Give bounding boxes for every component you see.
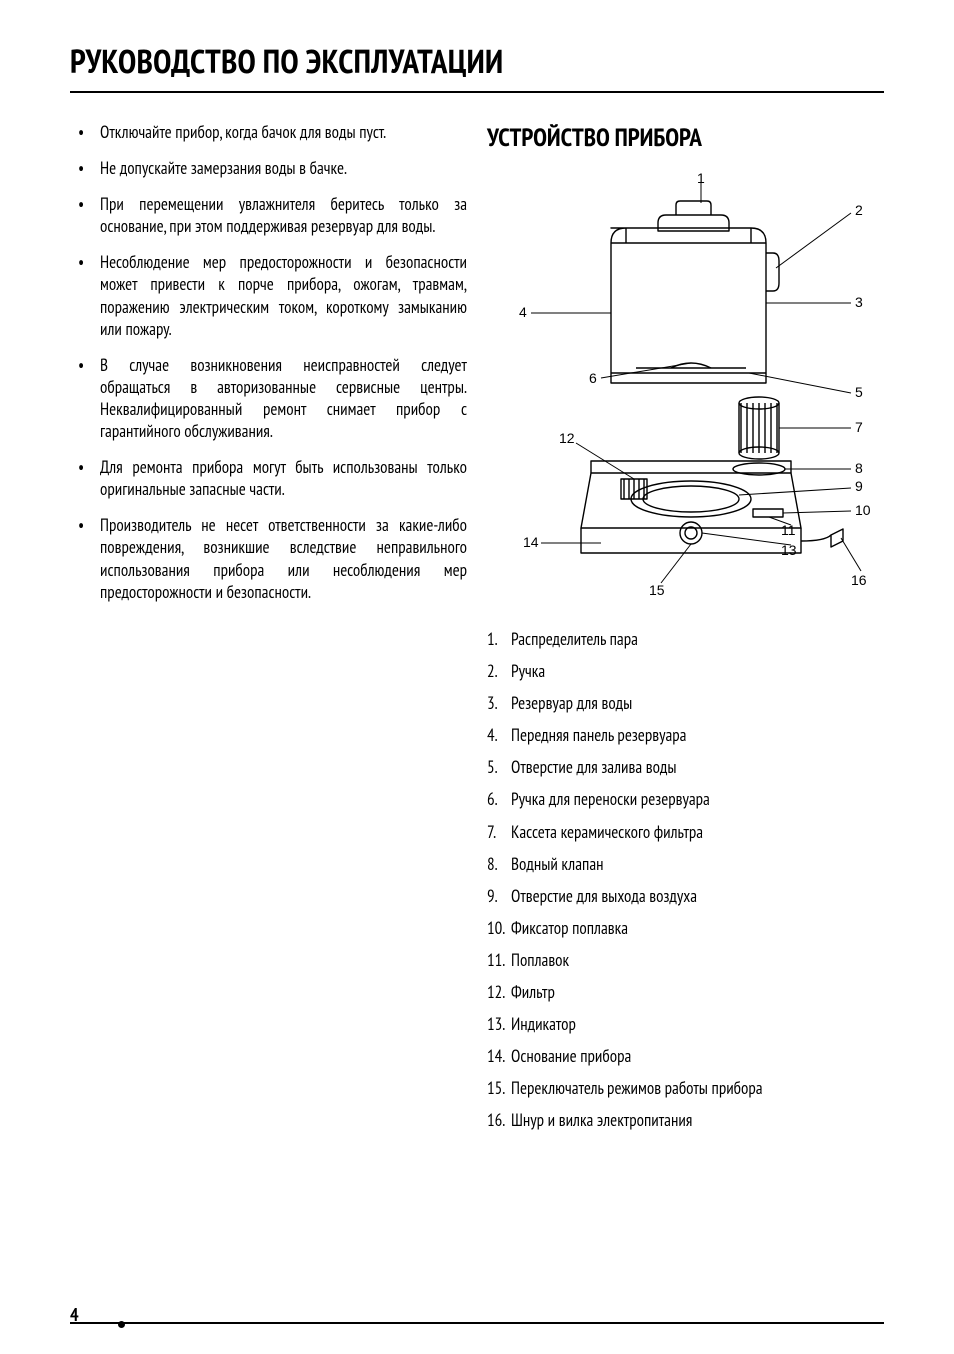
diagram-label-11: 11	[781, 522, 796, 538]
part-label: Фильтр	[511, 981, 555, 1003]
part-label: Шнур и вилка электропитания	[511, 1109, 692, 1131]
diagram-label-4: 4	[519, 304, 527, 320]
diagram-label-16: 16	[851, 572, 867, 588]
bullet-item: Не допускайте замерзания воды в бачке.	[100, 157, 467, 179]
part-label: Распределитель пара	[511, 628, 638, 650]
part-label: Резервуар для воды	[511, 692, 632, 714]
part-item: 9.Отверстие для выхода воздуха	[487, 885, 884, 907]
part-item: 14.Основание прибора	[487, 1045, 884, 1067]
bullet-list: Отключайте прибор, когда бачок для воды …	[70, 121, 467, 603]
part-item: 11.Поплавок	[487, 949, 884, 971]
diagram-label-12: 12	[559, 430, 575, 446]
part-label: Индикатор	[511, 1013, 576, 1035]
part-item: 15.Переключатель режимов работы прибора	[487, 1077, 884, 1099]
diagram-label-8: 8	[855, 460, 863, 476]
diagram-label-6: 6	[589, 370, 597, 386]
part-label: Переключатель режимов работы прибора	[511, 1077, 763, 1099]
page-title: РУКОВОДСТВО ПО ЭКСПЛУАТАЦИИ	[70, 40, 884, 83]
part-item: 13.Индикатор	[487, 1013, 884, 1035]
title-rule	[70, 91, 884, 93]
diagram-label-2: 2	[855, 202, 863, 218]
part-item: 16.Шнур и вилка электропитания	[487, 1109, 884, 1131]
part-label: Передняя панель резервуара	[511, 724, 686, 746]
bullet-item: Производитель не несет ответственности з…	[100, 514, 467, 602]
bullet-item: Отключайте прибор, когда бачок для воды …	[100, 121, 467, 143]
bullet-item: Несоблюдение мер предосторожности и безо…	[100, 251, 467, 339]
part-item: 7.Кассета керамического фильтра	[487, 821, 884, 843]
content-columns: Отключайте прибор, когда бачок для воды …	[70, 121, 884, 1142]
page-footer: 4	[70, 1322, 884, 1324]
part-item: 2.Ручка	[487, 660, 884, 682]
right-column: УСТРОЙСТВО ПРИБОРА	[487, 121, 884, 1142]
part-label: Ручка	[511, 660, 545, 682]
diagram-label-15: 15	[649, 582, 665, 598]
part-label: Фиксатор поплавка	[511, 917, 628, 939]
bullet-item: При перемещении увлажнителя беритесь тол…	[100, 193, 467, 237]
diagram-label-7: 7	[855, 419, 863, 435]
part-item: 5.Отверстие для залива воды	[487, 756, 884, 778]
part-label: Ручка для переноски резервуара	[511, 788, 710, 810]
diagram-label-5: 5	[855, 384, 863, 400]
part-item: 1.Распределитель пара	[487, 628, 884, 650]
diagram-label-1: 1	[697, 173, 705, 186]
bullet-item: Для ремонта прибора могут быть использов…	[100, 456, 467, 500]
part-item: 6.Ручка для переноски резервуара	[487, 788, 884, 810]
diagram-label-14: 14	[523, 534, 539, 550]
part-label: Водный клапан	[511, 853, 604, 875]
diagram-label-9: 9	[855, 478, 863, 494]
part-label: Отверстие для выхода воздуха	[511, 885, 697, 907]
section-title: УСТРОЙСТВО ПРИБОРА	[487, 121, 884, 153]
part-item: 8.Водный клапан	[487, 853, 884, 875]
part-label: Кассета керамического фильтра	[511, 821, 703, 843]
footer-rule	[70, 1322, 884, 1324]
part-label: Поплавок	[511, 949, 569, 971]
left-column: Отключайте прибор, когда бачок для воды …	[70, 121, 467, 1142]
diagram-svg: 1 2 3 4 5 6 7 8 9 10 11 12 13 14 15 16	[491, 173, 881, 603]
part-item: 4.Передняя панель резервуара	[487, 724, 884, 746]
diagram-label-3: 3	[855, 294, 863, 310]
diagram-label-10: 10	[855, 502, 871, 518]
part-item: 3.Резервуар для воды	[487, 692, 884, 714]
part-label: Отверстие для залива воды	[511, 756, 677, 778]
parts-list: 1.Распределитель пара 2.Ручка 3.Резервуа…	[487, 628, 884, 1132]
bullet-item: В случае возникновения неисправностей сл…	[100, 354, 467, 442]
part-item: 10.Фиксатор поплавка	[487, 917, 884, 939]
part-label: Основание прибора	[511, 1045, 631, 1067]
diagram-label-13: 13	[781, 542, 797, 558]
part-item: 12.Фильтр	[487, 981, 884, 1003]
device-diagram: 1 2 3 4 5 6 7 8 9 10 11 12 13 14 15 16	[487, 173, 884, 603]
